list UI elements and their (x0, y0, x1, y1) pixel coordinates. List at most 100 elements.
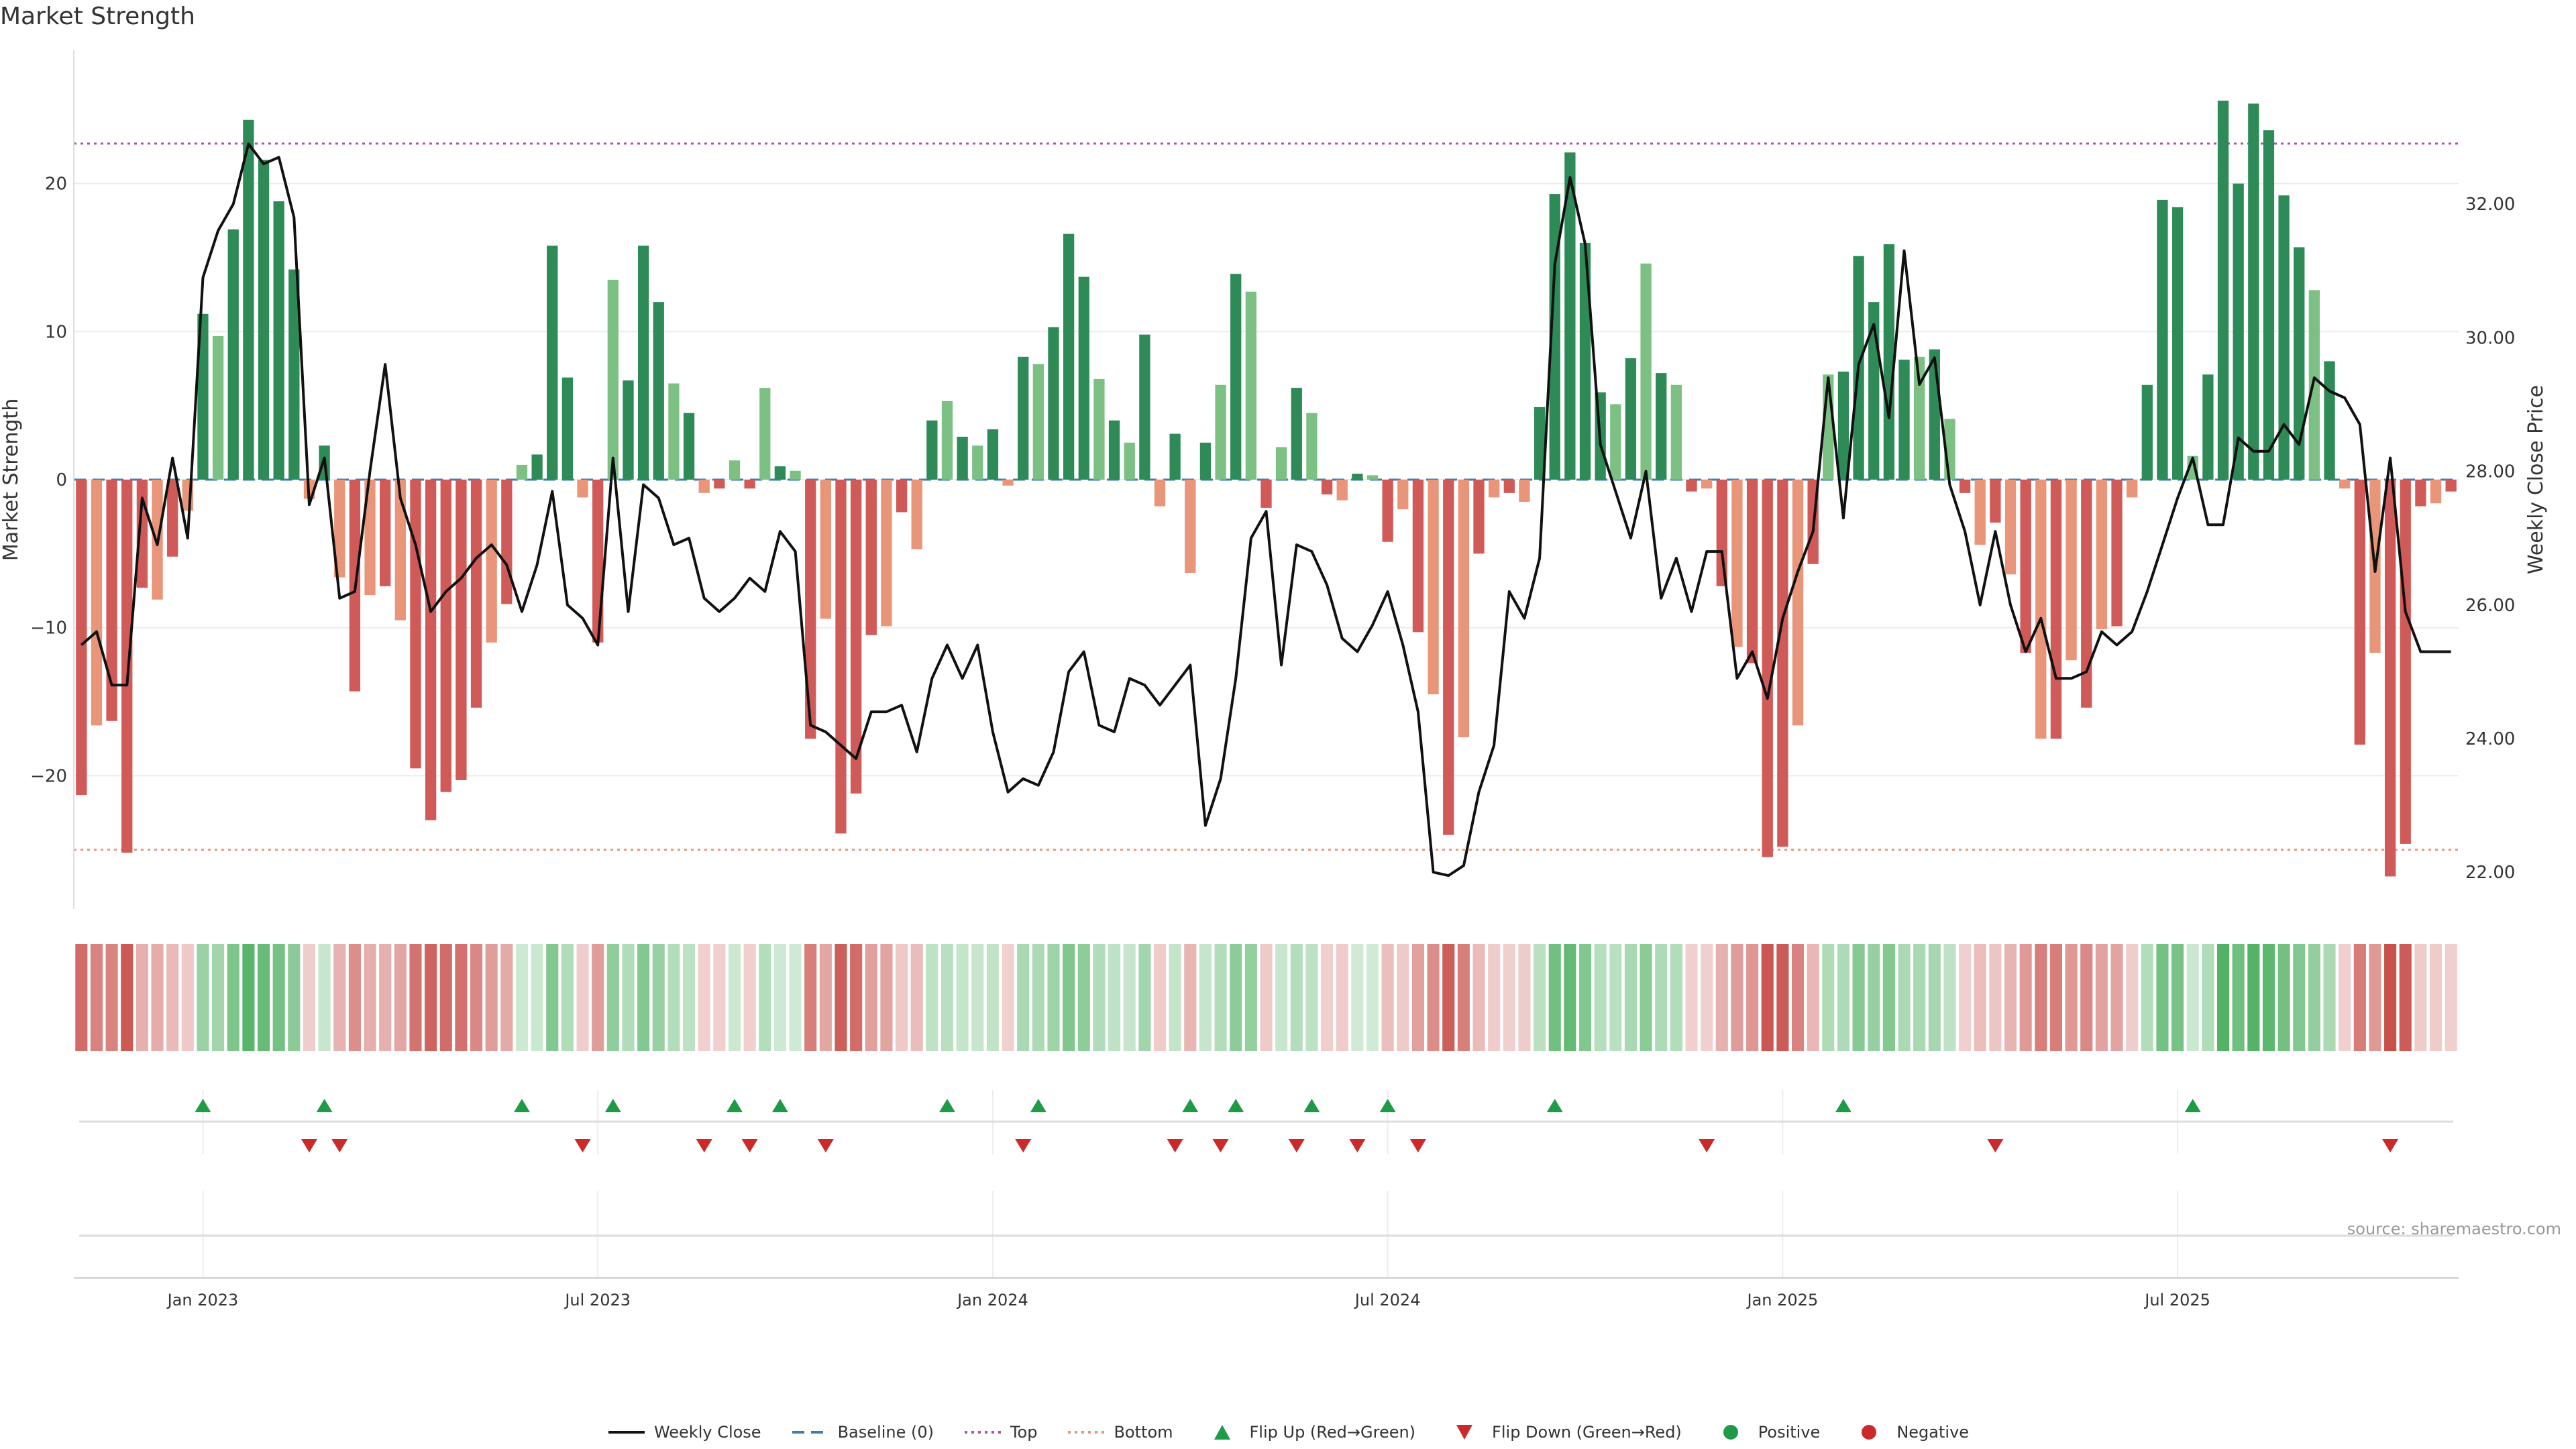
heat-cell (1063, 944, 1075, 1051)
heat-cell (1153, 944, 1167, 1051)
line-dashed-icon (791, 1422, 830, 1442)
chart-legend: Weekly Close Baseline (0) Top Bottom Flip Up… (0, 1415, 2576, 1449)
strength-bar (2096, 480, 2108, 629)
heat-cell (880, 944, 893, 1051)
heat-cell (1852, 944, 1865, 1051)
strength-bar (911, 480, 922, 549)
heat-cell (1534, 944, 1546, 1051)
legend-label: Weekly Close (653, 1423, 761, 1442)
line-dotted-orange-icon (1067, 1422, 1106, 1442)
flip-down-marker (574, 1139, 591, 1152)
strength-bar (2004, 480, 2017, 575)
heat-cell (1488, 944, 1501, 1051)
flip-up-marker (1182, 1099, 1199, 1112)
heat-cell (2429, 944, 2443, 1051)
strength-bar (227, 229, 239, 480)
strength-bar (167, 480, 178, 557)
heat-cell (2384, 944, 2397, 1051)
y-tick-label: 0 (56, 470, 67, 490)
heat-cell (75, 944, 88, 1051)
strength-bar (1837, 371, 1849, 480)
heat-cell (1715, 944, 1728, 1051)
flip-up-marker (1303, 1099, 1320, 1112)
heat-cell (288, 944, 301, 1051)
strength-bar (865, 480, 877, 635)
heat-cell (1989, 944, 2002, 1051)
y-tick-label: 10 (45, 322, 67, 342)
heat-cell (1670, 944, 1682, 1051)
heat-cell (379, 944, 392, 1051)
heat-cell (257, 944, 270, 1051)
strength-bar (2081, 480, 2092, 708)
heat-cell (1244, 944, 1257, 1051)
heat-cell (1837, 944, 1850, 1051)
strength-bar (637, 246, 649, 480)
heat-cell (1655, 944, 1668, 1051)
heat-cell (212, 944, 225, 1051)
heat-cell (333, 944, 346, 1051)
heat-cell (865, 944, 877, 1051)
strength-bar (1230, 274, 1242, 480)
heat-cell (1974, 944, 1986, 1051)
strength-bar (1959, 480, 1971, 493)
heat-cell (531, 944, 543, 1051)
heat-cell (1701, 944, 1713, 1051)
heat-cell (1336, 944, 1348, 1051)
flip-up-marker (604, 1099, 621, 1112)
heat-cell (1199, 944, 1212, 1051)
legend-item: Flip Up (Red→Green) (1203, 1422, 1415, 1442)
weekly-close-series (80, 142, 2451, 877)
heat-cell (682, 944, 696, 1051)
flip-down-marker (817, 1139, 834, 1152)
strength-bar (683, 413, 695, 480)
flip-down-marker (1212, 1139, 1229, 1152)
strength-bar (1914, 356, 1925, 480)
legend-label: Negative (1896, 1423, 1970, 1442)
heat-cell (500, 944, 513, 1051)
strength-bar (2217, 101, 2229, 480)
strength-bar (1002, 480, 1014, 486)
heat-cell (181, 944, 194, 1051)
strength-bar (121, 480, 133, 853)
heat-cell (2323, 944, 2336, 1051)
heat-cell (1731, 944, 1743, 1051)
strength-bar (547, 246, 558, 480)
strength-bar (1018, 356, 1029, 480)
strength-bar (1503, 480, 1515, 493)
x-tick-label: Jan 2024 (956, 1291, 1028, 1309)
heat-cell (986, 944, 999, 1051)
flip-up-marker (1546, 1099, 1563, 1112)
strength-bars (76, 101, 2457, 877)
heat-cell (1503, 944, 1515, 1051)
strength-bar (607, 280, 619, 480)
strength-bar (1534, 407, 1546, 480)
heat-cell (1928, 944, 1941, 1051)
strength-bar (744, 480, 755, 489)
strength-bar (2354, 480, 2365, 745)
heat-cell (606, 944, 619, 1051)
strength-bar (212, 335, 224, 480)
legend-label: Baseline (0) (837, 1423, 934, 1442)
heat-cell (1123, 944, 1136, 1051)
strength-bar (380, 480, 391, 586)
y2-tick-label: 22.00 (2465, 863, 2515, 883)
heat-cell (637, 944, 650, 1051)
strength-bar (1078, 276, 1089, 480)
heat-cell (804, 944, 817, 1051)
heat-cell (2216, 944, 2230, 1051)
flip-down-marker (696, 1139, 712, 1152)
heat-cell (743, 944, 756, 1051)
legend-item: Flip Down (Green→Red) (1445, 1422, 1682, 1442)
heat-cell (1472, 944, 1485, 1051)
strength-bar (2050, 480, 2062, 739)
strength-bar (1412, 480, 1424, 633)
strength-bar (1048, 327, 1059, 480)
heat-cell (409, 944, 422, 1051)
strength-bar (774, 466, 786, 480)
x-tick-label: Jul 2024 (1354, 1291, 1421, 1309)
heat-cell (592, 944, 604, 1051)
strength-bar (1974, 480, 1986, 545)
flip-up-marker (938, 1099, 955, 1112)
strength-bar (896, 480, 908, 513)
heat-cell (1427, 944, 1440, 1051)
